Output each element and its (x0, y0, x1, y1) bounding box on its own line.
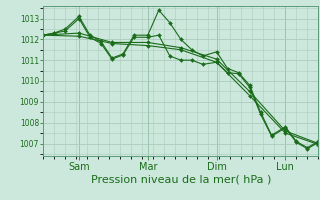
X-axis label: Pression niveau de la mer( hPa ): Pression niveau de la mer( hPa ) (91, 174, 271, 184)
